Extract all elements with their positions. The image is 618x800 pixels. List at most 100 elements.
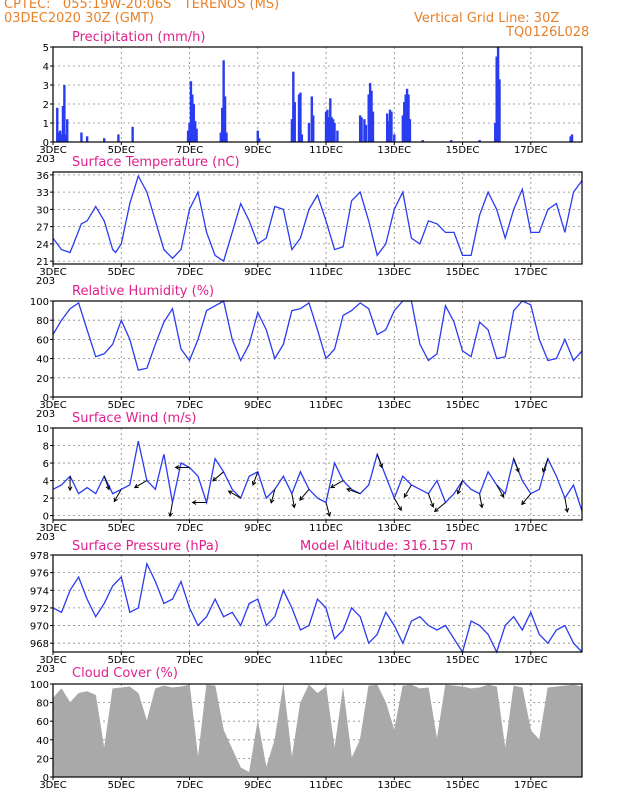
wind-arrow-head	[133, 483, 139, 489]
x-tick-minor-label: 203	[36, 276, 55, 287]
wind-arrow	[513, 458, 520, 472]
precip-bar	[363, 119, 366, 142]
wind-arrow-head	[403, 493, 409, 498]
precip-bar	[293, 102, 296, 142]
header-station: CPTEC: 055:19W-20:06S TERENOS (MS)	[4, 0, 280, 12]
precip-bar	[307, 123, 311, 142]
wind-arrow-head	[105, 485, 111, 491]
y-tick-label: 0	[43, 773, 49, 784]
wind-arrow-head	[191, 500, 197, 505]
cloud-cover-area	[52, 684, 583, 778]
precip-bar	[297, 94, 301, 142]
x-tick-label: 5DEC	[108, 780, 135, 791]
panel-frame	[52, 683, 583, 778]
wind-arrow-head	[113, 497, 118, 503]
precip-bar	[63, 85, 66, 142]
precip-bar	[495, 56, 498, 142]
precip-bar	[192, 104, 195, 142]
wind-arrow	[330, 480, 344, 489]
x-tick-label: 11DEC	[309, 523, 343, 534]
precip-bar	[56, 107, 59, 142]
x-tick-minor-label: 203	[36, 154, 55, 165]
precip-bar	[222, 60, 225, 142]
panel-frame	[52, 427, 583, 521]
y-tick-label: 10	[36, 424, 49, 435]
precip-bar	[367, 94, 370, 142]
y-tick-label: 6	[43, 459, 49, 470]
wind-arrow	[542, 458, 549, 472]
precip-bar	[188, 123, 191, 142]
precip-bar	[61, 105, 65, 142]
wind-arrow-head	[269, 498, 275, 504]
y-tick-label: 972	[30, 604, 49, 615]
wind-arrow	[252, 471, 259, 486]
y-tick-label: 976	[30, 569, 49, 580]
wind-arrow	[291, 493, 295, 508]
precip-bar	[387, 121, 390, 142]
precip-bar	[371, 111, 375, 142]
x-tick-label: 15DEC	[446, 267, 480, 278]
wind-arrow-head	[515, 467, 520, 473]
precip-bar	[404, 94, 407, 142]
precip-bar	[257, 138, 261, 142]
x-tick-label: 13DEC	[377, 400, 411, 411]
precip-bar	[80, 132, 83, 142]
y-tick-label: 3	[43, 81, 49, 92]
wind-arrow	[564, 498, 568, 512]
panel-title: Surface Pressure (hPa)	[72, 539, 219, 554]
y-tick-label: 80	[36, 699, 49, 710]
x-tick-label: 9DEC	[244, 523, 271, 534]
precip-bar	[370, 90, 373, 142]
wind-arrow	[346, 488, 361, 495]
panel-title: Cloud Cover (%)	[72, 666, 178, 681]
wind-arrow-head	[212, 476, 217, 482]
precip-bar	[494, 123, 497, 142]
wind-arrow-head	[291, 503, 297, 509]
precip-bar	[368, 83, 372, 142]
wind-arrow	[169, 502, 173, 517]
x-tick-label: 11DEC	[309, 655, 343, 666]
y-tick-label: 100	[30, 680, 49, 691]
panel-annotation: Model Altitude: 316.157 m	[300, 539, 473, 554]
precip-bar	[478, 140, 481, 142]
x-tick-label: 9DEC	[244, 655, 271, 666]
wind-arrow-head	[397, 506, 402, 512]
precip-bar	[385, 113, 389, 142]
x-tick-label: 7DEC	[176, 145, 203, 156]
wind-arrow	[479, 493, 483, 508]
precip-bar	[64, 134, 67, 142]
precip-bar	[60, 134, 63, 142]
x-tick-label: 5DEC	[108, 145, 135, 156]
precip-bar	[191, 94, 194, 142]
x-tick-label: 13DEC	[377, 267, 411, 278]
y-tick-label: 60	[36, 717, 49, 728]
panel-title: Surface Temperature (nC)	[72, 155, 240, 170]
x-tick-label: 15DEC	[446, 655, 480, 666]
x-tick-label: 3DEC	[39, 780, 66, 791]
wind-arrow	[325, 502, 331, 517]
y-tick-label: 21	[36, 257, 49, 268]
x-tick-label: 13DEC	[377, 523, 411, 534]
x-tick-label: 7DEC	[176, 267, 203, 278]
wind-arrow-head	[479, 503, 484, 509]
precip-bar	[330, 117, 333, 142]
y-tick-label: 40	[36, 355, 49, 366]
x-tick-label: 3DEC	[39, 145, 66, 156]
x-tick-label: 3DEC	[39, 523, 66, 534]
precip-bar	[223, 96, 227, 142]
panel-3	[50, 427, 583, 523]
x-tick-label: 7DEC	[176, 780, 203, 791]
precip-bar	[256, 130, 259, 142]
x-tick-label: 11DEC	[309, 400, 343, 411]
precip-bar	[403, 102, 406, 142]
precip-bar	[401, 115, 405, 142]
wind-arrow-head	[429, 502, 435, 508]
x-tick-label: 9DEC	[244, 145, 271, 156]
y-tick-label: 27	[36, 223, 49, 234]
y-tick-label: 970	[30, 622, 49, 633]
panel-frame	[52, 171, 583, 265]
precip-bar	[102, 138, 106, 142]
precip-bar	[329, 98, 332, 142]
y-tick-label: 60	[36, 335, 49, 346]
